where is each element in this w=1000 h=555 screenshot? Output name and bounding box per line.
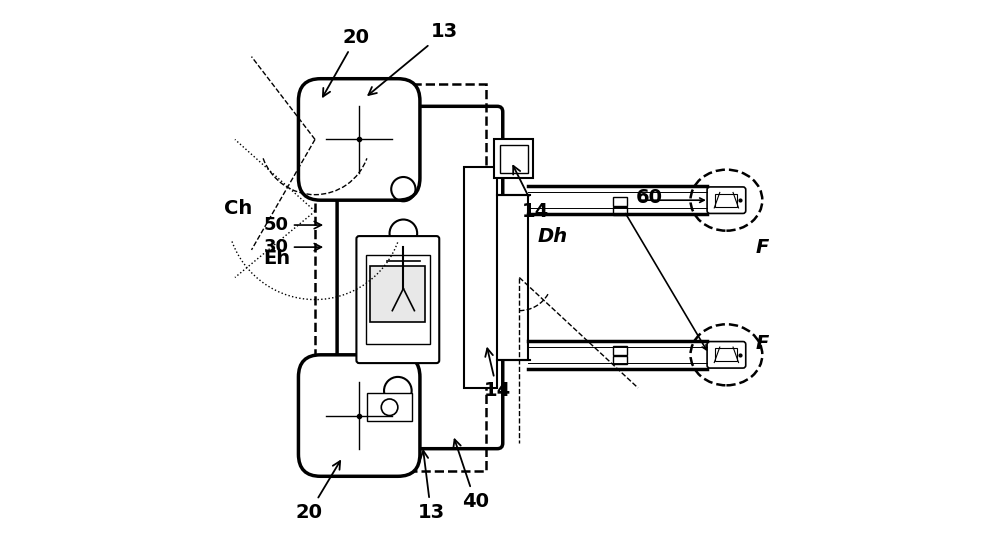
FancyBboxPatch shape [298,79,420,200]
Ellipse shape [691,170,762,231]
Ellipse shape [691,324,762,385]
FancyBboxPatch shape [298,355,420,476]
FancyBboxPatch shape [356,236,439,363]
Text: Ch: Ch [224,199,252,218]
Bar [500,145,528,173]
Bar [315,84,486,471]
Bar [715,348,737,361]
Text: F: F [756,334,769,354]
Text: 14: 14 [513,166,550,221]
Bar [494,139,533,178]
Bar [715,194,737,207]
FancyBboxPatch shape [337,107,503,448]
Text: 50: 50 [264,216,321,234]
Bar [370,266,425,322]
Text: 20: 20 [323,28,370,97]
Bar [613,346,627,355]
Text: 60: 60 [636,188,663,207]
Bar [613,356,627,364]
Text: 13: 13 [368,22,458,95]
Bar [613,197,627,206]
Text: 30: 30 [264,238,321,256]
Text: Eh: Eh [263,249,290,268]
FancyBboxPatch shape [707,341,746,368]
Bar [613,207,627,215]
Text: 14: 14 [484,349,511,400]
Bar [464,167,497,388]
Text: 13: 13 [417,451,445,522]
Text: 20: 20 [296,461,340,522]
Text: Dh: Dh [537,226,568,245]
Text: F: F [756,238,769,256]
Bar [366,255,430,344]
Text: 40: 40 [453,440,489,511]
Bar [494,195,528,360]
Bar [367,393,412,421]
FancyBboxPatch shape [707,187,746,214]
